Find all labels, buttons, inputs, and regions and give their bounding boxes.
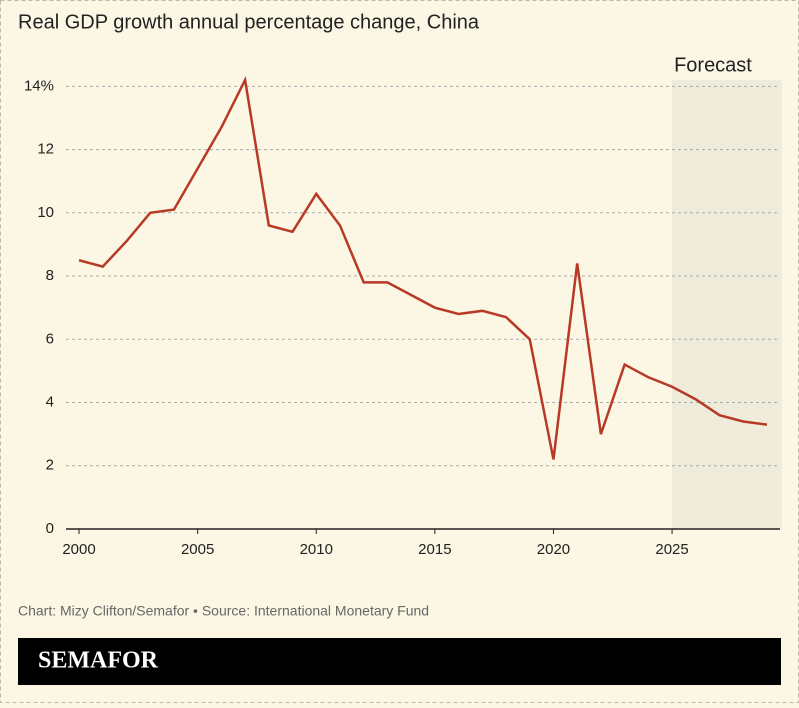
- x-tick-label: 2005: [181, 541, 214, 558]
- x-tick-label: 2025: [655, 541, 688, 558]
- y-tick-label: 0: [46, 520, 54, 537]
- y-tick-label: 12: [37, 141, 54, 158]
- forecast-label: Forecast: [674, 54, 752, 76]
- brand-bar: [18, 638, 781, 685]
- x-tick-label: 2010: [300, 541, 333, 558]
- series-line: [78, 75, 768, 460]
- source: Chart: Mizy Clifton/Semafor • Source: In…: [18, 603, 429, 619]
- y-tick-label: 4: [46, 393, 54, 410]
- y-tick-label: 10: [37, 204, 54, 221]
- y-tick-label: 6: [46, 330, 54, 347]
- brand: SEMAFOR: [38, 648, 159, 674]
- y-tick-label: 14%: [24, 77, 54, 94]
- y-tick-label: 2: [46, 457, 54, 474]
- y-tick-label: 8: [46, 267, 54, 284]
- x-tick-label: 2020: [537, 541, 570, 558]
- chart-title: Real GDP growth annual percentage change…: [18, 11, 480, 33]
- forecast-band: [672, 80, 782, 529]
- x-tick-label: 2000: [62, 541, 95, 558]
- x-tick-label: 2015: [418, 541, 451, 558]
